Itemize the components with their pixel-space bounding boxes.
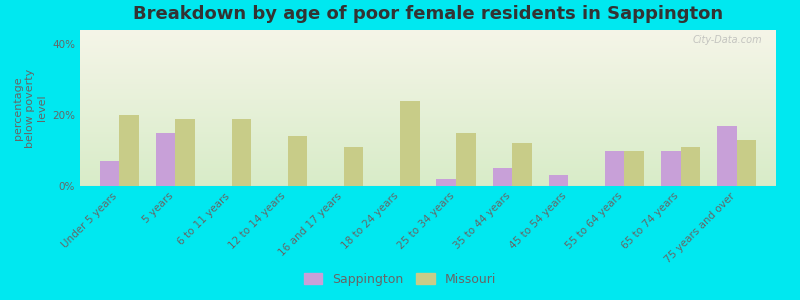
Bar bbox=[119, 115, 139, 186]
Bar bbox=[175, 118, 195, 186]
Bar bbox=[661, 151, 681, 186]
Bar bbox=[605, 151, 625, 186]
Bar bbox=[512, 143, 532, 186]
Bar bbox=[717, 126, 737, 186]
Bar bbox=[156, 133, 175, 186]
Bar bbox=[344, 147, 363, 186]
Bar bbox=[737, 140, 756, 186]
Bar bbox=[437, 179, 456, 186]
Bar bbox=[288, 136, 307, 186]
Title: Breakdown by age of poor female residents in Sappington: Breakdown by age of poor female resident… bbox=[133, 5, 723, 23]
Y-axis label: percentage
below poverty
level: percentage below poverty level bbox=[14, 68, 46, 148]
Bar bbox=[549, 176, 568, 186]
Bar bbox=[100, 161, 119, 186]
Text: City-Data.com: City-Data.com bbox=[693, 35, 762, 45]
Bar bbox=[456, 133, 476, 186]
Bar bbox=[681, 147, 700, 186]
Bar bbox=[625, 151, 644, 186]
Bar bbox=[400, 101, 419, 186]
Legend: Sappington, Missouri: Sappington, Missouri bbox=[298, 268, 502, 291]
Bar bbox=[493, 168, 512, 186]
Bar bbox=[231, 118, 251, 186]
